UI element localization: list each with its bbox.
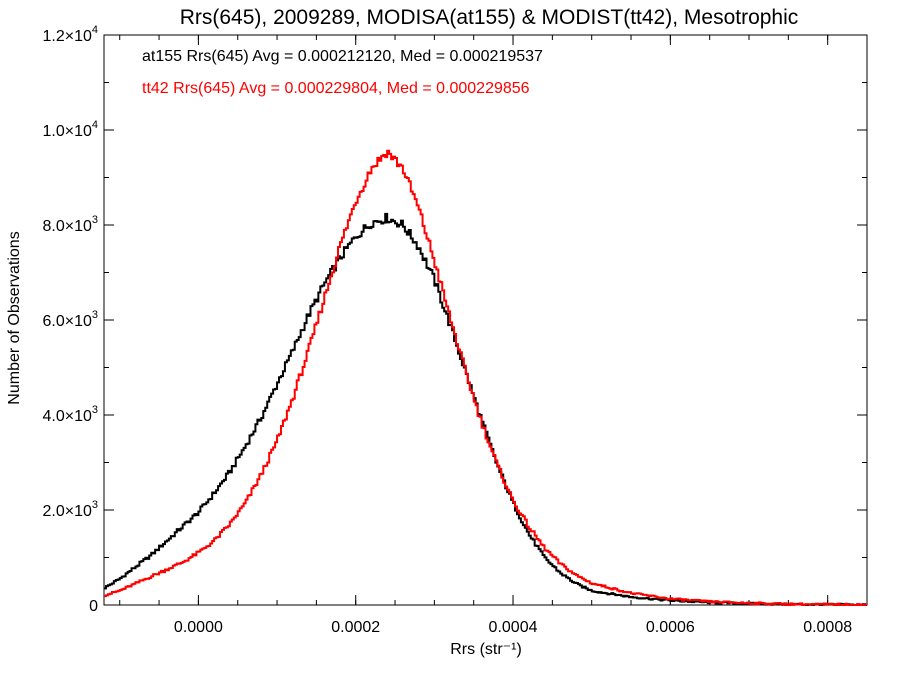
y-tick-label: 1.0×104 <box>42 119 98 140</box>
y-tick-label: 2.0×103 <box>42 499 98 520</box>
legend-entry-tt42: tt42 Rrs(645) Avg = 0.000229804, Med = 0… <box>142 80 530 97</box>
x-axis-label: Rrs (str⁻¹) <box>450 641 522 658</box>
x-tick-label: 0.0006 <box>646 619 695 636</box>
legend: at155 Rrs(645) Avg = 0.000212120, Med = … <box>142 48 543 97</box>
y-tick-label: 1.2×104 <box>42 24 98 45</box>
histogram-series-0 <box>104 212 867 606</box>
y-tick-label: 6.0×103 <box>42 309 98 330</box>
y-tick-label: 8.0×103 <box>42 214 98 235</box>
x-tick-label: 0.0000 <box>174 619 223 636</box>
y-tick-label: 4.0×103 <box>42 404 98 425</box>
x-tick-label: 0.0002 <box>331 619 380 636</box>
y-tick-label: 0 <box>89 598 98 615</box>
series-layer <box>104 149 867 606</box>
chart-title: Rrs(645), 2009289, MODISA(at155) & MODIS… <box>180 6 799 29</box>
x-tick-label: 0.0008 <box>803 619 852 636</box>
y-axis-label: Number of Observations <box>6 231 23 404</box>
plot-frame <box>103 34 868 606</box>
histogram-series-1 <box>104 149 867 606</box>
plot-area: 0.0000 0.0002 0.0004 0.0006 0.0008 0 2.0×103 4.… <box>42 24 868 636</box>
legend-entry-at155: at155 Rrs(645) Avg = 0.000212120, Med = … <box>142 48 543 65</box>
x-tick-label: 0.0004 <box>489 619 538 636</box>
